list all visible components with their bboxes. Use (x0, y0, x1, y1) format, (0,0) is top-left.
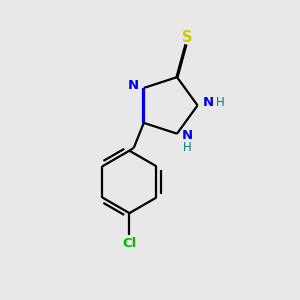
Text: N: N (128, 79, 139, 92)
Text: N: N (182, 129, 193, 142)
Text: N: N (202, 96, 214, 109)
Text: H: H (183, 141, 192, 154)
Text: H: H (215, 96, 224, 109)
Text: S: S (182, 29, 193, 44)
Text: Cl: Cl (122, 237, 136, 250)
